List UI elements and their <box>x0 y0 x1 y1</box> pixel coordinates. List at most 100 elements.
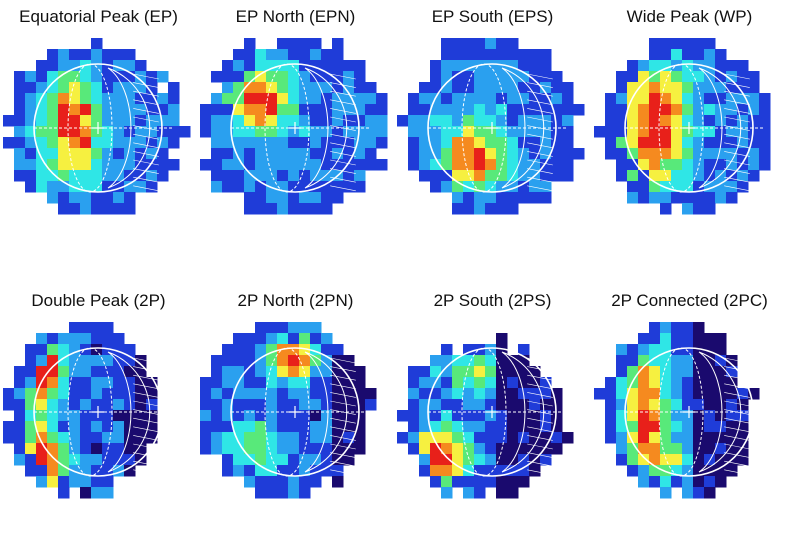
terminator-hatch <box>330 125 356 131</box>
terminator-crescent <box>304 351 348 473</box>
pixel-cell <box>91 38 103 50</box>
pixel-cell <box>113 377 125 389</box>
pixel-cell <box>507 355 519 367</box>
pixel-cell <box>704 159 716 171</box>
pixel-cell <box>485 344 497 356</box>
pixel-cell <box>452 181 464 193</box>
pixel-cell <box>430 159 442 171</box>
pixel-cell <box>518 60 530 72</box>
pixel-cell <box>518 126 530 138</box>
terminator-crescent <box>501 351 545 473</box>
pixel-cell <box>91 137 103 149</box>
pixel-cell <box>441 181 453 193</box>
pixel-cell <box>266 115 278 127</box>
emission-map-svg <box>3 322 172 499</box>
pixel-cell <box>682 410 694 422</box>
terminator-hatch <box>133 108 159 114</box>
pixel-cell <box>562 126 574 138</box>
pixel-cell <box>507 115 519 127</box>
pixel-cell <box>507 38 519 50</box>
pixel-cell <box>69 333 81 345</box>
pixel-cell <box>540 443 552 455</box>
pixel-cell <box>693 355 705 367</box>
pixel-cell <box>233 126 245 138</box>
pixel-cell <box>496 465 508 477</box>
pixel-cell <box>25 443 37 455</box>
pixel-cell <box>80 421 92 433</box>
pixel-cell <box>759 115 771 127</box>
pixel-cell <box>102 432 114 444</box>
pixel-cell <box>146 432 158 444</box>
terminator-hatch <box>330 469 356 476</box>
pixel-cell <box>310 333 322 345</box>
pixel-cell <box>47 126 59 138</box>
pixel-cell <box>321 377 333 389</box>
pixel-cell <box>704 410 716 422</box>
pixel-cell <box>266 377 278 389</box>
pixel-cell <box>463 454 475 466</box>
pixel-cell <box>693 137 705 149</box>
pixel-cell <box>671 366 683 378</box>
pixel-cell <box>332 476 344 488</box>
pixel-cell <box>474 104 486 116</box>
pixel-cell <box>168 137 180 149</box>
pixel-cell <box>211 443 223 455</box>
pixel-cell <box>343 377 355 389</box>
pixel-cell <box>518 454 530 466</box>
pixel-cell <box>255 170 267 182</box>
meridian-line <box>264 63 310 193</box>
pixel-cell <box>485 71 497 83</box>
pixel-cell <box>496 421 508 433</box>
pixel-cell <box>299 366 311 378</box>
pixel-cell <box>343 410 355 422</box>
pixel-cell <box>211 366 223 378</box>
pixel-cell <box>441 366 453 378</box>
pixel-cell <box>255 49 267 61</box>
pixel-cell <box>551 388 563 400</box>
pixel-cell <box>36 443 48 455</box>
pixel-cell <box>14 126 26 138</box>
pixel-cell <box>36 60 48 72</box>
disk-overlay <box>624 347 763 477</box>
pixel-cell <box>244 410 256 422</box>
pixel-cell <box>3 421 15 433</box>
panel-title: 2P Connected (2PC) <box>611 291 768 310</box>
pixel-cell <box>649 49 661 61</box>
terminator-hatch <box>330 417 356 424</box>
pixel-cell <box>649 355 661 367</box>
pixel-cell <box>25 159 37 171</box>
pixel-cell <box>211 170 223 182</box>
pixel-cell <box>354 82 366 94</box>
pixel-cell <box>715 476 727 488</box>
pixel-cell <box>507 137 519 149</box>
pixel-cell <box>14 82 26 94</box>
pixel-cell <box>726 181 738 193</box>
pixel-cell <box>430 82 442 94</box>
pixel-cell <box>299 137 311 149</box>
pixel-cell <box>463 71 475 83</box>
pixel-cell <box>616 82 628 94</box>
pixel-cell <box>36 421 48 433</box>
pixel-cell <box>693 181 705 193</box>
pixel-cell <box>551 159 563 171</box>
pixel-cell <box>463 82 475 94</box>
pixel-cell <box>463 192 475 204</box>
pixel-cell <box>91 366 103 378</box>
terminator-hatch <box>527 151 553 157</box>
pixel-cell <box>69 410 81 422</box>
pixel-cell <box>310 443 322 455</box>
terminator-hatch <box>724 108 750 114</box>
terminator-hatch <box>527 90 553 97</box>
pixel-cell <box>354 432 366 444</box>
pixel-cell <box>463 60 475 72</box>
pixel-cell <box>354 181 366 193</box>
emission-map <box>594 322 784 502</box>
terminator-hatch <box>133 452 159 458</box>
pixel-cell <box>682 344 694 356</box>
pixel-cell <box>408 137 420 149</box>
pixel-cell <box>704 181 716 193</box>
terminator-hatch <box>527 185 553 192</box>
pixel-cell <box>124 443 136 455</box>
pixel-cell <box>551 432 563 444</box>
pixel-cell <box>255 203 267 215</box>
